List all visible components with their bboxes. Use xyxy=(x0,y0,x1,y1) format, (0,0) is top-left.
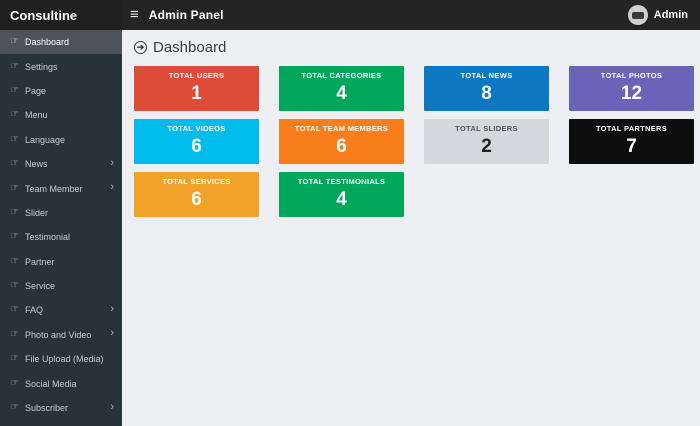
hand-pointer-icon: ☞ xyxy=(10,304,19,316)
sidebar-item-label: FAQ xyxy=(24,305,43,316)
sidebar-item-label: Photo and Video xyxy=(24,329,92,340)
hand-pointer-icon: ☞ xyxy=(10,60,19,72)
sidebar-item-news[interactable]: ☞ News › xyxy=(0,152,122,176)
hand-pointer-icon: ☞ xyxy=(10,182,19,194)
stat-card-value: 6 xyxy=(336,135,347,157)
sidebar-item-page[interactable]: ☞ Page xyxy=(0,79,122,103)
hand-pointer-icon: ☞ xyxy=(10,353,19,365)
stat-card-total-sliders: TOTAL SLIDERS 2 xyxy=(424,119,549,164)
arrow-circle-right-icon: ➔ xyxy=(134,41,147,54)
sidebar-nav: ☞ Dashboard ☞ Settings ☞ Page ☞ Menu ☞ Language ☞ N… xyxy=(0,30,122,420)
stat-card-value: 12 xyxy=(620,82,643,104)
stat-card-value: 7 xyxy=(626,135,637,157)
sidebar-item-label: Page xyxy=(24,85,46,96)
hand-pointer-icon: ☞ xyxy=(10,328,19,340)
page-title: Dashboard xyxy=(153,39,227,56)
stat-card-value: 6 xyxy=(191,135,202,157)
hand-pointer-icon: ☞ xyxy=(10,158,19,170)
hand-pointer-icon: ☞ xyxy=(10,133,19,145)
avatar-image xyxy=(631,11,644,19)
chevron-right-icon: › xyxy=(110,327,114,340)
sidebar-item-label: Language xyxy=(24,134,66,145)
avatar xyxy=(627,5,648,25)
stat-card-total-categories: TOTAL CATEGORIES 4 xyxy=(279,66,404,111)
stat-card-label: TOTAL USERS xyxy=(168,71,225,80)
sidebar-item-subscriber[interactable]: ☞ Subscriber › xyxy=(0,396,122,420)
sidebar-item-label: File Upload (Media) xyxy=(24,354,104,365)
stat-card-total-photos: TOTAL PHOTOS 12 xyxy=(569,66,694,111)
sidebar-item-label: Social Media xyxy=(24,378,77,389)
sidebar-item-label: Settings xyxy=(24,61,58,72)
sidebar-item-label: Service xyxy=(24,281,55,292)
hand-pointer-icon: ☞ xyxy=(10,377,19,389)
hand-pointer-icon: ☞ xyxy=(10,402,19,414)
sidebar-item-settings[interactable]: ☞ Settings xyxy=(0,54,122,78)
chevron-right-icon: › xyxy=(110,400,114,413)
chevron-right-icon: › xyxy=(110,302,114,315)
sidebar-item-menu[interactable]: ☞ Menu xyxy=(0,103,122,127)
sidebar-item-team-member[interactable]: ☞ Team Member › xyxy=(0,176,122,200)
sidebar-item-partner[interactable]: ☞ Partner xyxy=(0,250,122,274)
stat-card-label: TOTAL TESTIMONIALS xyxy=(297,177,386,186)
hand-pointer-icon: ☞ xyxy=(10,36,19,48)
stat-card-value: 2 xyxy=(481,135,492,157)
stat-card-label: TOTAL CATEGORIES xyxy=(301,71,382,80)
stat-card-label: TOTAL NEWS xyxy=(460,71,513,80)
sidebar-item-label: Testimonial xyxy=(24,232,70,243)
sidebar-item-slider[interactable]: ☞ Slider xyxy=(0,201,122,225)
stat-card-total-videos: TOTAL VIDEOS 6 xyxy=(134,119,259,164)
sidebar-item-file-upload-media[interactable]: ☞ File Upload (Media) xyxy=(0,347,122,371)
main-content: ➔ Dashboard TOTAL USERS 1 TOTAL CATEGORIES… xyxy=(122,30,700,426)
stat-card-total-users: TOTAL USERS 1 xyxy=(134,66,259,111)
stat-card-value: 4 xyxy=(336,82,347,104)
hand-pointer-icon: ☞ xyxy=(10,231,19,243)
sidebar-item-language[interactable]: ☞ Language xyxy=(0,128,122,152)
sidebar-item-faq[interactable]: ☞ FAQ › xyxy=(0,298,122,322)
hand-pointer-icon: ☞ xyxy=(10,280,19,292)
stat-card-label: TOTAL TEAM MEMBERS xyxy=(294,124,389,133)
sidebar-item-testimonial[interactable]: ☞ Testimonial xyxy=(0,225,122,249)
sidebar-item-label: Slider xyxy=(24,207,48,218)
stat-card-label: TOTAL SLIDERS xyxy=(455,124,518,133)
user-menu[interactable]: Admin xyxy=(627,0,688,30)
topbar: Consultine ≡ Admin Panel Admin xyxy=(0,0,700,30)
stat-card-value: 6 xyxy=(191,188,202,210)
stat-card-value: 4 xyxy=(336,188,347,210)
sidebar-item-photo-and-video[interactable]: ☞ Photo and Video › xyxy=(0,323,122,347)
user-name: Admin xyxy=(653,9,688,21)
stat-card-total-services: TOTAL SERVICES 6 xyxy=(134,172,259,217)
stat-card-label: TOTAL VIDEOS xyxy=(167,124,226,133)
stat-card-label: TOTAL PARTNERS xyxy=(595,124,668,133)
stat-card-value: 8 xyxy=(481,82,492,104)
stat-card-total-news: TOTAL NEWS 8 xyxy=(424,66,549,111)
stat-card-value: 1 xyxy=(191,82,202,104)
sidebar-item-service[interactable]: ☞ Service xyxy=(0,274,122,298)
hand-pointer-icon: ☞ xyxy=(10,109,19,121)
topbar-title: Admin Panel xyxy=(148,8,224,22)
hamburger-menu-icon[interactable]: ≡ xyxy=(130,5,139,23)
stat-card-total-partners: TOTAL PARTNERS 7 xyxy=(569,119,694,164)
sidebar-item-label: Partner xyxy=(24,256,55,267)
stat-card-label: TOTAL SERVICES xyxy=(162,177,231,186)
page-heading: ➔ Dashboard xyxy=(134,39,688,56)
topbar-main: ≡ Admin Panel Admin xyxy=(122,0,700,30)
hand-pointer-icon: ☞ xyxy=(10,206,19,218)
hand-pointer-icon: ☞ xyxy=(10,84,19,96)
sidebar-item-label: News xyxy=(24,159,48,170)
sidebar-item-label: Dashboard xyxy=(24,37,69,48)
stat-card-total-team-members: TOTAL TEAM MEMBERS 6 xyxy=(279,119,404,164)
stat-cards: TOTAL USERS 1 TOTAL CATEGORIES 4 TOTAL NEWS 8… xyxy=(134,66,694,217)
chevron-right-icon: › xyxy=(110,181,114,194)
sidebar-item-label: Subscriber xyxy=(24,403,68,414)
sidebar: ☞ Dashboard ☞ Settings ☞ Page ☞ Menu ☞ Language ☞ N… xyxy=(0,30,122,426)
stat-card-total-testimonials: TOTAL TESTIMONIALS 4 xyxy=(279,172,404,217)
sidebar-item-social-media[interactable]: ☞ Social Media xyxy=(0,371,122,395)
hand-pointer-icon: ☞ xyxy=(10,255,19,267)
sidebar-item-label: Menu xyxy=(24,110,48,121)
sidebar-item-label: Team Member xyxy=(24,183,83,194)
stat-card-label: TOTAL PHOTOS xyxy=(600,71,663,80)
sidebar-item-dashboard[interactable]: ☞ Dashboard xyxy=(0,30,122,55)
brand-logo[interactable]: Consultine xyxy=(0,0,122,30)
chevron-right-icon: › xyxy=(110,156,114,169)
